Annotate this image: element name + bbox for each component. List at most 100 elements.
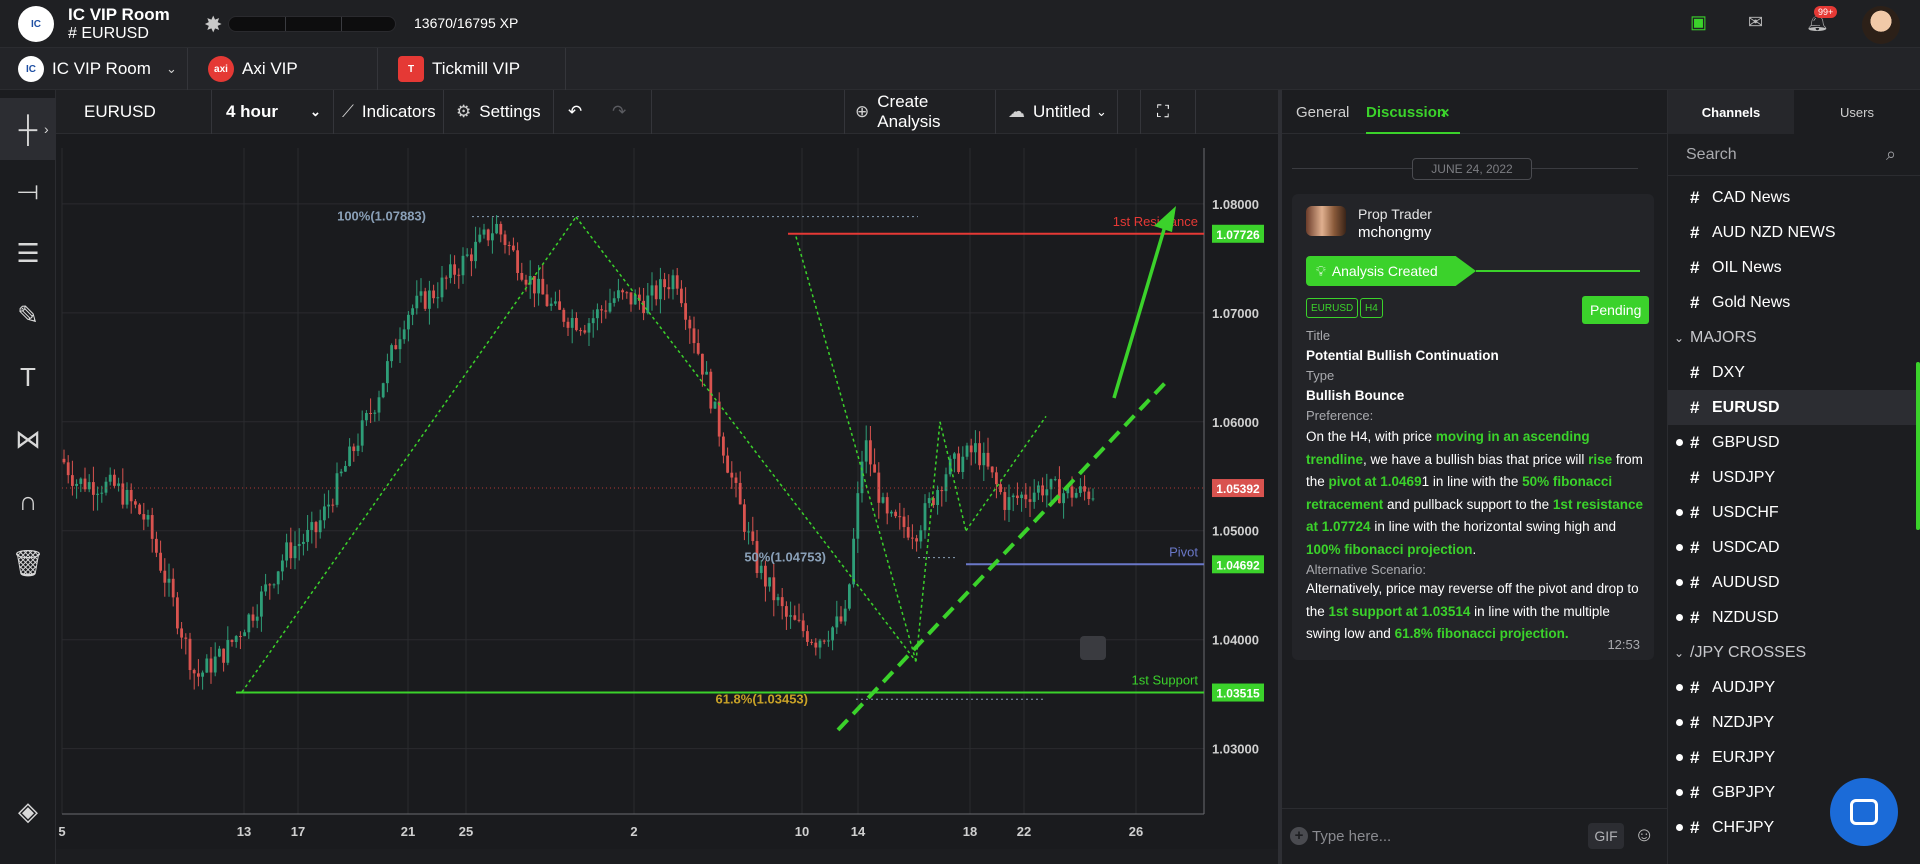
channel-group[interactable]: ⌄ /JPY CROSSES: [1668, 635, 1916, 670]
channel-item[interactable]: # USDCHF: [1668, 495, 1916, 530]
channel-item[interactable]: # CAD News: [1668, 180, 1916, 215]
candle-body: [184, 637, 188, 639]
layers-icon[interactable]: ◈: [18, 795, 38, 826]
chat-icon[interactable]: ▣: [1690, 12, 1708, 32]
channel-item[interactable]: # DXY: [1668, 355, 1916, 390]
candle-body: [104, 481, 108, 493]
channel-item[interactable]: # USDJPY: [1668, 460, 1916, 495]
ic-logo-icon: IC: [18, 56, 44, 82]
brush-tool-icon[interactable]: ✎: [17, 299, 39, 330]
support-chat-button[interactable]: [1830, 778, 1898, 846]
candle-body: [264, 584, 267, 592]
room-tab-ic[interactable]: IC IC VIP Room ⌄: [0, 48, 188, 90]
author-avatar[interactable]: [1306, 206, 1346, 236]
highlight-text: 100% fibonacci projection: [1306, 541, 1473, 557]
unread-dot: [1676, 789, 1683, 796]
channel-item[interactable]: # EURJPY: [1668, 740, 1916, 775]
panel-splitter[interactable]: [1278, 90, 1282, 864]
fullscreen-button[interactable]: ⛶: [1140, 90, 1196, 134]
pattern-tool-icon[interactable]: ⋈: [15, 423, 41, 454]
trend-line-tool-icon[interactable]: ⟞: [17, 175, 39, 205]
candle-body: [768, 577, 771, 587]
candle-body: [167, 578, 171, 583]
author-name[interactable]: mchongmy: [1358, 224, 1432, 241]
channel-search-input[interactable]: [1686, 142, 1876, 168]
channel-item[interactable]: # GBPJPY: [1668, 775, 1916, 810]
channel-item[interactable]: # Gold News: [1668, 285, 1916, 320]
candle-body: [885, 497, 889, 514]
room-tab-tickmill[interactable]: T Tickmill VIP: [378, 48, 566, 90]
price-label-box: [1212, 479, 1264, 498]
tab-users[interactable]: Users: [1840, 104, 1874, 120]
channel-item[interactable]: # GBPUSD: [1668, 425, 1916, 460]
status-line: [1476, 270, 1640, 272]
tickmill-logo-icon: T: [398, 56, 424, 82]
support-label: 1st Support: [1132, 673, 1199, 688]
channel-item[interactable]: # EURUSD: [1668, 390, 1916, 425]
plain-text: and pullback support to the: [1383, 496, 1553, 512]
interval-select[interactable]: 4 hour ⌄: [212, 90, 334, 134]
unread-dot: [1676, 824, 1683, 831]
drawing-toolbar: ┼ › ⟞ ☰ ✎ T ⋈ ∩ 🗑︎ ◈: [0, 90, 56, 864]
trash-icon[interactable]: 🗑︎: [11, 547, 45, 578]
search-icon[interactable]: ⌕: [1886, 144, 1897, 164]
channel-group[interactable]: ⌄ MAJORS: [1668, 320, 1916, 355]
hash-icon: #: [1690, 712, 1700, 732]
user-avatar[interactable]: [1862, 6, 1900, 44]
candle-body: [1074, 492, 1078, 498]
symbol-button[interactable]: EURUSD: [56, 90, 212, 134]
candle-body: [499, 223, 503, 235]
chart-canvas[interactable]: 1.08000 1.07000 1.06000 1.05000 1.04000 1.030…: [56, 134, 1278, 849]
plain-text: in line with the horizontal swing high a…: [1370, 519, 1616, 534]
candle-body: [780, 597, 784, 607]
candle-body: [163, 570, 167, 583]
create-analysis-button[interactable]: ⊕ Create Analysis: [844, 90, 996, 134]
tab-general[interactable]: General: [1296, 104, 1350, 121]
pattern-line: [795, 236, 917, 662]
tab-discussion[interactable]: Discussion: [1366, 104, 1447, 121]
candle-body: [1083, 486, 1086, 492]
layout-select[interactable]: ☁ Untitled ⌄: [996, 90, 1118, 134]
candle-body: [608, 302, 612, 312]
tab-channels[interactable]: Channels: [1668, 90, 1794, 134]
channel-item[interactable]: # CHFJPY: [1668, 810, 1916, 845]
create-analysis-label: Create Analysis: [877, 92, 941, 131]
room-logo[interactable]: IC: [18, 6, 54, 42]
message-input[interactable]: [1312, 821, 1572, 851]
channel-item[interactable]: # AUDUSD: [1668, 565, 1916, 600]
emoji-icon[interactable]: ☺: [1634, 824, 1655, 846]
channel-item[interactable]: # AUD NZD NEWS: [1668, 215, 1916, 250]
axi-logo-icon: axi: [208, 56, 234, 82]
candle-body: [482, 229, 486, 235]
candle-body: [671, 275, 675, 290]
candle-body: [915, 538, 918, 542]
channel-item[interactable]: # NZDUSD: [1668, 600, 1916, 635]
text-tool-icon[interactable]: T: [20, 361, 36, 392]
channel-item[interactable]: # AUDJPY: [1668, 670, 1916, 705]
channel-item[interactable]: # USDCAD: [1668, 530, 1916, 565]
candle-body: [923, 503, 927, 531]
candle-body: [633, 294, 637, 305]
channel-item[interactable]: # OIL News: [1668, 250, 1916, 285]
chevron-down-icon[interactable]: ⌄: [166, 61, 177, 76]
crosshair-tool-icon[interactable]: ┼ ›: [0, 98, 56, 160]
candle-body: [705, 371, 708, 375]
chevron-down-icon: ⌄: [1096, 104, 1107, 119]
close-icon[interactable]: ✕: [1440, 106, 1451, 120]
redo-button[interactable]: ↷: [598, 90, 652, 134]
price-chart[interactable]: 1.08000 1.07000 1.06000 1.05000 1.04000 1.030…: [56, 134, 1278, 849]
add-attachment-icon[interactable]: +: [1290, 827, 1308, 845]
channel-list-scrollbar[interactable]: [1916, 362, 1920, 530]
undo-button[interactable]: ↶: [554, 90, 598, 134]
magnet-tool-icon[interactable]: ∩: [18, 485, 38, 516]
channel-item[interactable]: # NZDJPY: [1668, 705, 1916, 740]
gear-icon: ⚙: [456, 102, 472, 121]
candle-body: [432, 290, 435, 299]
gif-button[interactable]: GIF: [1588, 823, 1624, 849]
fib-tool-icon[interactable]: ☰: [16, 237, 40, 268]
room-tab-axi[interactable]: axi Axi VIP: [188, 48, 378, 90]
mail-icon[interactable]: ✉: [1748, 12, 1764, 32]
settings-button[interactable]: ⚙ Settings: [444, 90, 554, 134]
candle-body: [1053, 479, 1057, 481]
indicators-button[interactable]: ⟋ Indicators: [334, 90, 444, 134]
